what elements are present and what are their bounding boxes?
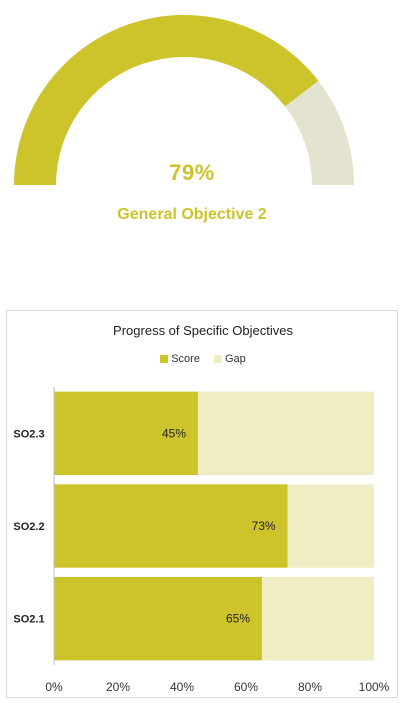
gauge-label: General Objective 2 bbox=[117, 206, 267, 223]
data-label-SO2-1: 65% bbox=[226, 612, 250, 626]
x-tick-label: 40% bbox=[170, 680, 194, 694]
legend-swatch-score bbox=[160, 355, 169, 363]
gauge-value: 79% bbox=[169, 160, 215, 185]
chart-title: Progress of Specific Objectives bbox=[113, 323, 293, 338]
bar-score-SO2-1 bbox=[54, 576, 262, 661]
gauge-chart: 79% General Objective 2 bbox=[0, 0, 402, 260]
data-label-SO2-2: 73% bbox=[252, 519, 276, 533]
bar-chart: Progress of Specific Objectives Score Ga… bbox=[6, 310, 398, 698]
legend-label-score: Score bbox=[171, 353, 200, 365]
bar-gap-SO2-1 bbox=[262, 576, 374, 661]
data-label-SO2-3: 45% bbox=[162, 426, 186, 440]
category-label-SO2-1: SO2.1 bbox=[13, 614, 44, 626]
category-label-SO2-2: SO2.2 bbox=[13, 521, 44, 533]
legend-label-gap: Gap bbox=[224, 353, 246, 365]
x-tick-label: 20% bbox=[106, 680, 130, 694]
x-tick-label: 0% bbox=[45, 680, 63, 694]
bar-plot: 45% SO2.3 73% SO2.2 65% SO2.1 0% 20% 40% 60% 80% 10… bbox=[13, 387, 390, 694]
bar-score-SO2-2 bbox=[54, 484, 288, 568]
gauge-fill-segment bbox=[14, 15, 319, 185]
legend-item-score: Score bbox=[160, 353, 200, 365]
bar-gap-SO2-3 bbox=[198, 391, 374, 476]
legend-item-gap: Gap bbox=[213, 353, 246, 365]
x-tick-label: 60% bbox=[234, 680, 258, 694]
category-label-SO2-3: SO2.3 bbox=[13, 428, 44, 440]
x-tick-label: 80% bbox=[298, 680, 322, 694]
legend-swatch-gap bbox=[213, 355, 222, 363]
bar-score-SO2-3 bbox=[54, 391, 198, 476]
bar-gap-SO2-2 bbox=[287, 484, 374, 568]
gauge-arc bbox=[14, 15, 354, 185]
chart-legend: Score Gap bbox=[7, 353, 399, 365]
gauge-remainder-segment bbox=[285, 80, 354, 185]
x-tick-label: 100% bbox=[359, 680, 390, 694]
